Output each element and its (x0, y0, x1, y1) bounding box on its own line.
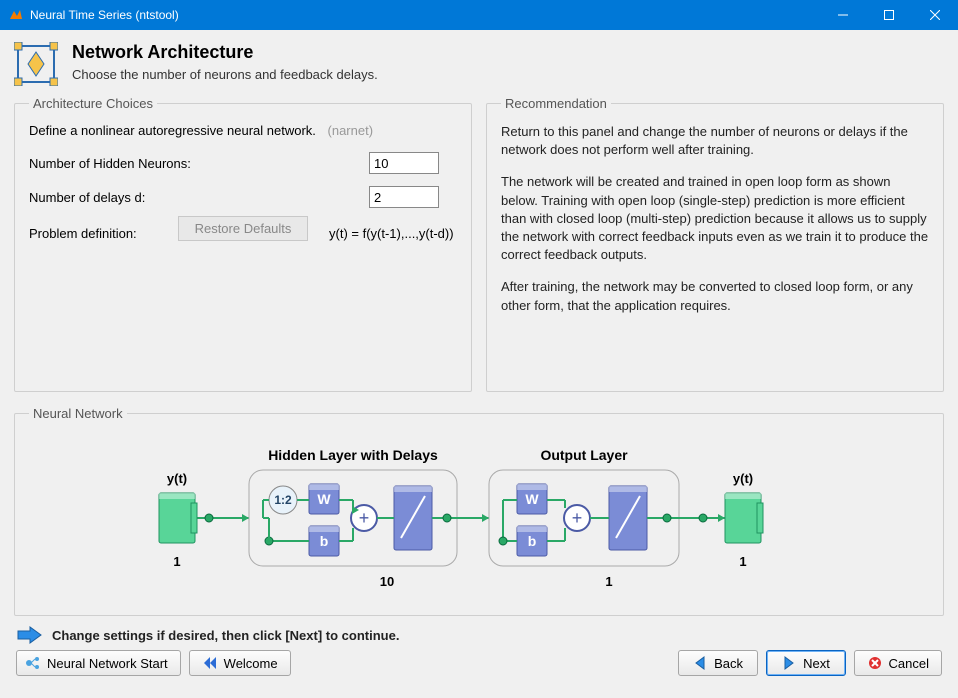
recommendation-legend: Recommendation (501, 96, 611, 111)
svg-text:b: b (528, 533, 537, 549)
page-title: Network Architecture (72, 42, 378, 63)
svg-text:W: W (525, 491, 539, 507)
maximize-button[interactable] (866, 0, 912, 30)
hidden-neurons-input[interactable] (369, 152, 439, 174)
next-arrow-icon (16, 626, 42, 644)
svg-text:b: b (320, 533, 329, 549)
svg-text:W: W (317, 491, 331, 507)
svg-text:1: 1 (605, 574, 612, 589)
svg-text:10: 10 (380, 574, 394, 589)
delays-label: Number of delays d: (29, 190, 369, 205)
nn-start-icon (25, 655, 41, 671)
recommendation-para-1: Return to this panel and change the numb… (501, 123, 929, 159)
next-icon (781, 655, 797, 671)
recommendation-para-3: After training, the network may be conve… (501, 278, 929, 314)
delays-input[interactable] (369, 186, 439, 208)
svg-text:Hidden Layer with Delays: Hidden Layer with Delays (268, 447, 438, 463)
neural-network-legend: Neural Network (29, 406, 127, 421)
hint-text: Change settings if desired, then click [… (52, 628, 399, 643)
hidden-neurons-label: Number of Hidden Neurons: (29, 156, 369, 171)
svg-text:1: 1 (173, 554, 180, 569)
welcome-button[interactable]: Welcome (189, 650, 291, 676)
svg-text:Output Layer: Output Layer (540, 447, 628, 463)
svg-text:y(t): y(t) (733, 471, 753, 486)
bottom-button-bar: Neural Network Start Welcome Back Next (14, 650, 944, 680)
architecture-panel: Architecture Choices Define a nonlinear … (14, 96, 472, 392)
window-title: Neural Time Series (ntstool) (30, 8, 820, 22)
svg-text:+: + (359, 508, 370, 528)
back-icon (692, 655, 708, 671)
neural-network-start-button[interactable]: Neural Network Start (16, 650, 181, 676)
matlab-icon (8, 7, 24, 23)
page-subtitle: Choose the number of neurons and feedbac… (72, 67, 378, 82)
svg-text:1: 1 (739, 554, 746, 569)
restore-defaults-button[interactable]: Restore Defaults (178, 216, 309, 241)
minimize-button[interactable] (820, 0, 866, 30)
close-button[interactable] (912, 0, 958, 30)
cancel-icon (867, 655, 883, 671)
recommendation-panel: Recommendation Return to this panel and … (486, 96, 944, 392)
architecture-legend: Architecture Choices (29, 96, 157, 111)
page-header: Network Architecture Choose the number o… (14, 42, 944, 86)
architecture-description: Define a nonlinear autoregressive neural… (29, 123, 457, 138)
svg-text:1:2: 1:2 (274, 493, 292, 507)
hint-row: Change settings if desired, then click [… (16, 626, 944, 644)
cancel-button[interactable]: Cancel (854, 650, 942, 676)
recommendation-para-2: The network will be created and trained … (501, 173, 929, 264)
svg-text:y(t): y(t) (167, 471, 187, 486)
svg-text:+: + (572, 508, 583, 528)
neural-network-panel: Neural Network y(t) 1 Hidden Layer with De… (14, 406, 944, 616)
architecture-icon (14, 42, 58, 86)
rewind-icon (202, 655, 218, 671)
back-button[interactable]: Back (678, 650, 758, 676)
narnet-hint: (narnet) (328, 123, 374, 138)
titlebar: Neural Time Series (ntstool) (0, 0, 958, 30)
network-diagram: y(t) 1 Hidden Layer with Delays 10 1:2 Wb + Out… (119, 438, 839, 598)
next-button[interactable]: Next (766, 650, 846, 676)
